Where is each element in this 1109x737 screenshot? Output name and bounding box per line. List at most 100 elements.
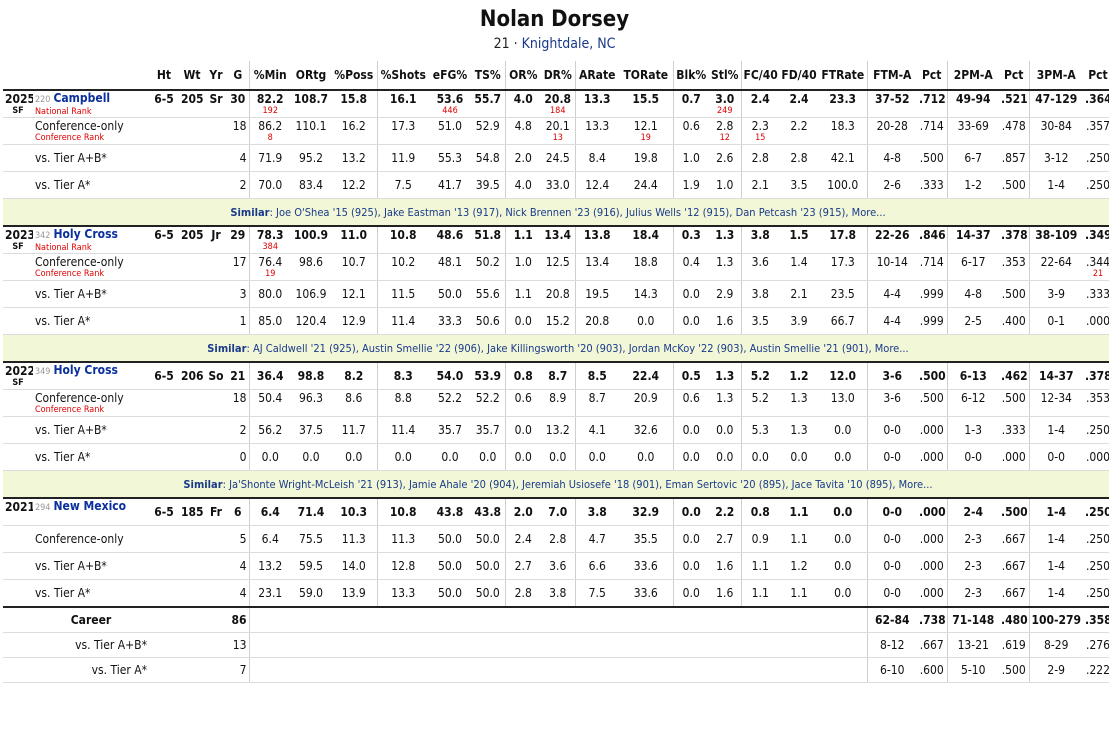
games-value: 0 xyxy=(239,449,247,464)
col-header[interactable]: 3PM-A xyxy=(1028,61,1083,90)
col-header[interactable]: FC/40 xyxy=(740,61,779,90)
col-header[interactable]: FD/40 xyxy=(781,68,817,82)
comma: , xyxy=(785,477,792,491)
stat-cell: 0.0 xyxy=(504,416,541,444)
stat-value: 1-4 xyxy=(1047,558,1066,573)
stat-cell: 1.6 xyxy=(709,579,741,608)
col-header[interactable]: Stl% xyxy=(711,68,739,82)
col-header[interactable]: Pct xyxy=(1088,68,1108,82)
col-header[interactable]: 2PM-A xyxy=(946,61,999,90)
stat-cell: 52.2 xyxy=(429,389,471,417)
stat-value: .999 xyxy=(919,313,944,328)
stat-value: 33.3 xyxy=(437,313,463,328)
team-link[interactable]: Holy Cross xyxy=(53,362,118,377)
col-header[interactable]: Wt xyxy=(183,68,201,82)
similar-player-link[interactable]: Ja'Shonte Wright-McLeish '21 (913) xyxy=(229,477,403,491)
stat-rank xyxy=(333,242,375,252)
stat-cell: 0.0 xyxy=(709,416,741,444)
col-header[interactable]: G xyxy=(233,68,243,82)
similar-player-link[interactable]: Jake Killingsworth '20 (903) xyxy=(487,341,623,355)
split-games: 4 xyxy=(227,144,249,172)
games-value: 1 xyxy=(239,313,247,328)
similar-player-link[interactable]: Jordan McKoy '22 (903) xyxy=(628,341,744,355)
col-header[interactable]: Pct xyxy=(922,68,942,82)
stat-cell: 6-12 xyxy=(946,389,999,417)
similar-player-link[interactable]: Austin Smellie '21 (901) xyxy=(749,341,869,355)
col-header[interactable]: ARate xyxy=(574,61,619,90)
stat-cell: 50.0 xyxy=(429,579,471,608)
similar-player-link[interactable]: AJ Caldwell '21 (925) xyxy=(252,341,356,355)
col-header[interactable]: TORate xyxy=(623,68,669,82)
stat-rank xyxy=(578,269,618,279)
stat-rank xyxy=(870,133,916,143)
similar-player-link[interactable]: Dan Petcash '23 (915) xyxy=(735,205,846,219)
stat-cell: 15.2 xyxy=(541,307,575,335)
more-link[interactable]: More... xyxy=(898,477,933,491)
col-header[interactable]: %Poss xyxy=(334,68,374,82)
col-header[interactable]: %Shots xyxy=(376,61,429,90)
stat-cell: 96.3 xyxy=(291,389,331,417)
similar-player-link[interactable]: Nick Brennen '23 (916) xyxy=(505,205,620,219)
stat-cell: 2.7 xyxy=(504,552,541,580)
col-header[interactable]: ORtg xyxy=(295,68,327,82)
team-link[interactable]: Holy Cross xyxy=(53,226,118,241)
stat-cell: 0.0 xyxy=(291,443,331,471)
stat-value: 0-0 xyxy=(883,531,902,546)
stat-rank xyxy=(1001,106,1027,116)
col-header[interactable]: eFG% xyxy=(432,68,468,82)
stat-value: 41.7 xyxy=(437,177,463,192)
stat-cell: .500 xyxy=(999,280,1029,308)
stat-value: 16.2 xyxy=(341,118,366,133)
colon: : xyxy=(269,205,277,219)
stat-value: 2.7 xyxy=(716,531,734,546)
similar-player-link[interactable]: Jeremiah Usiosefe '18 (901) xyxy=(522,477,660,491)
stat-value: 2.0 xyxy=(513,504,533,519)
col-header[interactable]: FTRate xyxy=(821,68,865,82)
stat-value: 20-28 xyxy=(876,118,908,133)
similar-player-link[interactable]: Eman Sertovic '20 (895) xyxy=(665,477,786,491)
stat-value: 12.4 xyxy=(585,177,610,192)
similar-player-link[interactable]: Jamie Ahale '20 (904) xyxy=(408,477,516,491)
col-header[interactable]: TS% xyxy=(474,68,501,82)
col-header[interactable]: Blk% xyxy=(672,61,709,90)
col-header[interactable]: Pct xyxy=(1004,68,1024,82)
stat-rank xyxy=(919,106,945,116)
player-header: Nolan Dorsey 21 · Knightdale, NC xyxy=(0,0,1109,61)
stat-value: 3.6 xyxy=(549,558,567,573)
col-header[interactable]: OR% xyxy=(504,61,541,90)
col-header[interactable]: DR% xyxy=(543,68,572,82)
stat-cell: 106.9 xyxy=(291,280,331,308)
col-header[interactable]: Yr xyxy=(209,68,223,82)
split-row: vs. Tier A* 1 85.0 120.4 12.9 11.4 33.3 50.6 0.0… xyxy=(3,307,1109,335)
blank-cell xyxy=(149,632,179,658)
stat-value: 53.6 xyxy=(436,91,464,106)
stat-cell: 47-129 xyxy=(1028,89,1083,118)
stat-value: 1.1 xyxy=(514,286,532,301)
similar-player-link[interactable]: Julius Wells '12 (915) xyxy=(625,205,730,219)
team-link[interactable]: New Mexico xyxy=(53,498,127,513)
similar-player-link[interactable]: Jake Eastman '13 (917) xyxy=(383,205,500,219)
col-blank xyxy=(3,61,33,90)
bio-value: 205 xyxy=(181,91,204,106)
split-label: vs. Tier A* xyxy=(35,585,91,600)
col-header[interactable]: FTM-A xyxy=(866,61,917,90)
stat-rank xyxy=(821,133,865,143)
stat-cell: 54.0 xyxy=(429,361,471,390)
bio-cls: Jr xyxy=(205,225,227,254)
stat-value: 2.2 xyxy=(715,504,735,519)
stat-value: 0-0 xyxy=(883,422,902,437)
similar-player-link[interactable]: Austin Smellie '22 (906) xyxy=(361,341,481,355)
comma: , xyxy=(729,205,736,219)
blank-cell xyxy=(179,307,205,335)
col-header[interactable]: %Min xyxy=(248,61,291,90)
more-link[interactable]: More... xyxy=(874,341,909,355)
more-link[interactable]: More... xyxy=(851,205,886,219)
similar-player-link[interactable]: Joe O'Shea '15 (925) xyxy=(276,205,378,219)
player-hometown[interactable]: Knightdale, NC xyxy=(521,36,616,52)
stat-value: .500 xyxy=(919,390,944,405)
stat-cell: 1.2 xyxy=(779,552,819,580)
col-header[interactable]: Ht xyxy=(156,68,172,82)
team-link[interactable]: Campbell xyxy=(53,90,111,105)
similar-player-link[interactable]: Jace Tavita '10 (895) xyxy=(791,477,893,491)
season-year-cell: 2022 SF xyxy=(3,361,33,390)
